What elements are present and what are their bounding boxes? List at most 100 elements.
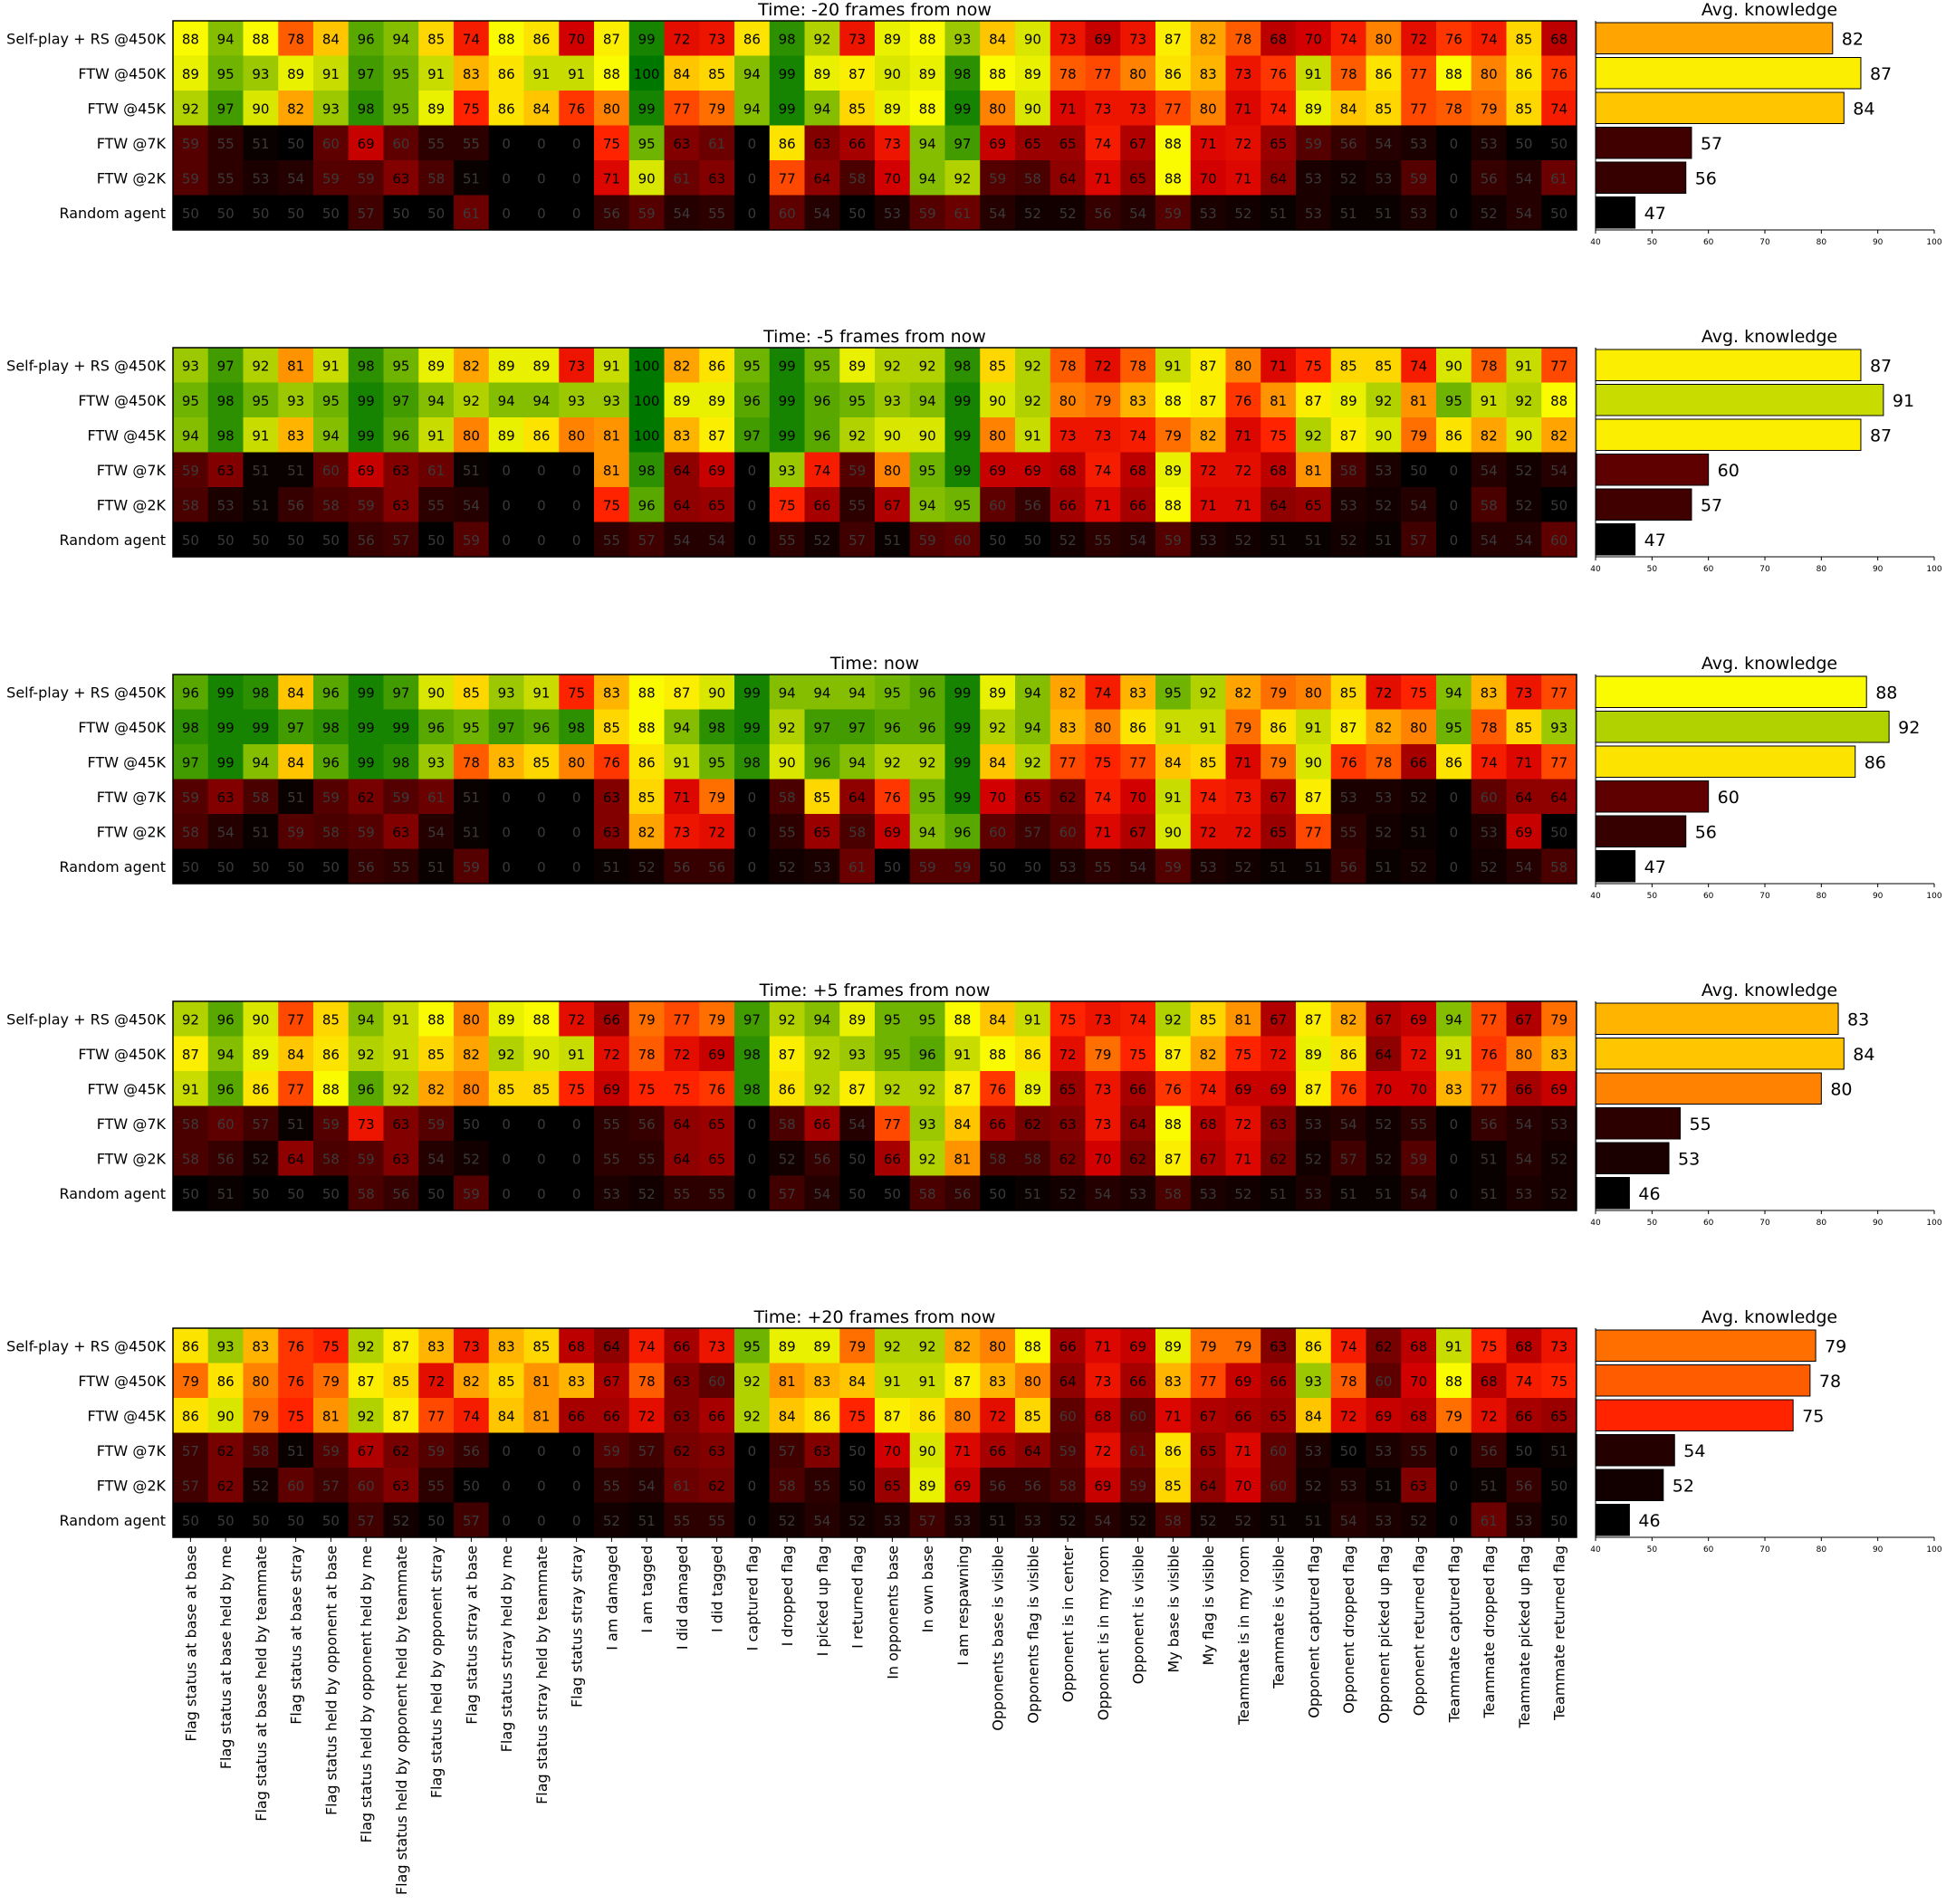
heatmap-cell: [488, 21, 524, 56]
cell-value-label: 59: [463, 532, 480, 549]
heatmap-cell: [1436, 21, 1472, 56]
cell-value-label: 91: [1200, 720, 1217, 736]
heatmap-cell: [839, 521, 876, 558]
cell-value-label: 59: [1059, 1443, 1077, 1459]
cell-value-label: 56: [638, 1116, 656, 1133]
cell-value-label: 63: [217, 789, 235, 806]
heatmap-cell: [734, 417, 771, 453]
heatmap-cell: [769, 675, 805, 710]
avg-knowledge-bar: [1595, 1399, 1794, 1431]
cell-value-label: 73: [1094, 1116, 1111, 1133]
heatmap-cell: [909, 382, 945, 418]
heatmap-cell: [559, 55, 595, 91]
cell-value-label: 79: [1481, 100, 1498, 117]
cell-value-label: 72: [638, 1408, 656, 1424]
cell-value-label: 75: [779, 497, 796, 513]
cell-value-label: 85: [1200, 754, 1217, 770]
cell-value-label: 99: [954, 684, 971, 701]
cell-value-label: 92: [1375, 393, 1392, 409]
heatmap-cell: [664, 348, 700, 383]
heatmap-cell: [313, 1001, 350, 1037]
cell-value-label: 75: [848, 1408, 866, 1424]
heatmap-cell: [699, 417, 735, 453]
cell-value-label: 78: [638, 1047, 656, 1063]
cell-value-label: 61: [1550, 170, 1567, 187]
cell-value-label: 63: [1270, 1338, 1287, 1354]
cell-value-label: 71: [1234, 100, 1251, 117]
heatmap-cell: [699, 55, 735, 91]
cell-value-label: 73: [1515, 684, 1532, 701]
heatmap-cell: [278, 195, 314, 231]
cell-value-label: 85: [708, 66, 725, 82]
heatmap-cell: [875, 55, 911, 91]
cell-value-label: 0: [572, 532, 581, 549]
cell-value-label: 50: [1340, 1443, 1357, 1459]
column-label: Flag status stray at base: [463, 1545, 480, 1725]
heatmap-cell: [1436, 709, 1472, 745]
heatmap-cell: [628, 452, 665, 488]
heatmap-cell: [1015, 21, 1051, 56]
cell-value-label: 87: [1200, 393, 1217, 409]
row-label: FTW @450K: [78, 392, 166, 409]
cell-value-label: 50: [463, 1478, 480, 1494]
heatmap-cell: [207, 125, 244, 161]
heatmap-cell: [1190, 848, 1226, 885]
heatmap-cell: [980, 195, 1016, 231]
heatmap-cell: [348, 452, 384, 488]
bar-x-tick-label: 100: [1926, 892, 1941, 901]
column-label: Teammate picked up flag: [1516, 1545, 1533, 1728]
cell-value-label: 85: [498, 1373, 515, 1390]
cell-value-label: 57: [392, 532, 409, 549]
cell-value-label: 76: [989, 1081, 1006, 1097]
cell-value-label: 90: [1305, 754, 1322, 770]
cell-value-label: 66: [884, 1151, 901, 1167]
heatmap-cell: [944, 55, 981, 91]
cell-value-label: 59: [182, 789, 199, 806]
cell-value-label: 79: [708, 789, 725, 806]
heatmap-cell: [418, 195, 455, 231]
heatmap-cell: [1225, 417, 1261, 453]
row-label: Self-play + RS @450K: [6, 684, 166, 701]
heatmap-cell: [1015, 417, 1051, 453]
cell-value-label: 92: [358, 1408, 375, 1424]
heatmap-cell: [418, 452, 455, 488]
heatmap-cell: [454, 848, 490, 885]
cell-value-label: 96: [217, 1011, 235, 1028]
heatmap-cell: [1401, 348, 1437, 383]
cell-value-label: 59: [848, 463, 866, 479]
cell-value-label: 91: [1481, 393, 1498, 409]
heatmap-cell: [383, 348, 419, 383]
cell-value-label: 89: [1165, 463, 1182, 479]
avg-knowledge-bar: [1595, 1072, 1822, 1105]
cell-value-label: 72: [1481, 1408, 1498, 1424]
cell-value-label: 91: [252, 427, 269, 444]
cell-value-label: 88: [989, 66, 1006, 82]
cell-value-label: 0: [502, 463, 511, 479]
heatmap-cell: [1330, 348, 1366, 383]
bar-value-label: 84: [1853, 99, 1874, 119]
heatmap-cell: [1190, 160, 1226, 196]
cell-value-label: 54: [1481, 532, 1498, 549]
heatmap-cell: [664, 382, 700, 418]
heatmap-cell: [944, 744, 981, 780]
cell-value-label: 54: [1129, 206, 1146, 222]
heatmap-cell: [348, 521, 384, 558]
heatmap-cell: [1085, 417, 1121, 453]
cell-value-label: 85: [1515, 31, 1532, 47]
cell-value-label: 65: [1270, 1408, 1287, 1424]
cell-value-label: 50: [287, 1186, 304, 1202]
bar-value-label: 46: [1638, 1184, 1660, 1204]
heatmap-cell: [1015, 382, 1051, 418]
heatmap-cell: [523, 382, 560, 418]
cell-value-label: 0: [748, 497, 757, 513]
cell-value-label: 50: [392, 206, 409, 222]
cell-value-label: 73: [1059, 31, 1077, 47]
cell-value-label: 90: [1024, 100, 1041, 117]
avg-knowledge-bar: [1595, 1434, 1675, 1467]
cell-value-label: 89: [252, 1047, 269, 1063]
avg-knowledge-bar: [1595, 1504, 1630, 1536]
heatmap-cell: [594, 814, 630, 849]
cell-value-label: 92: [463, 393, 480, 409]
cell-value-label: 79: [848, 1338, 866, 1354]
cell-value-label: 85: [1375, 100, 1392, 117]
